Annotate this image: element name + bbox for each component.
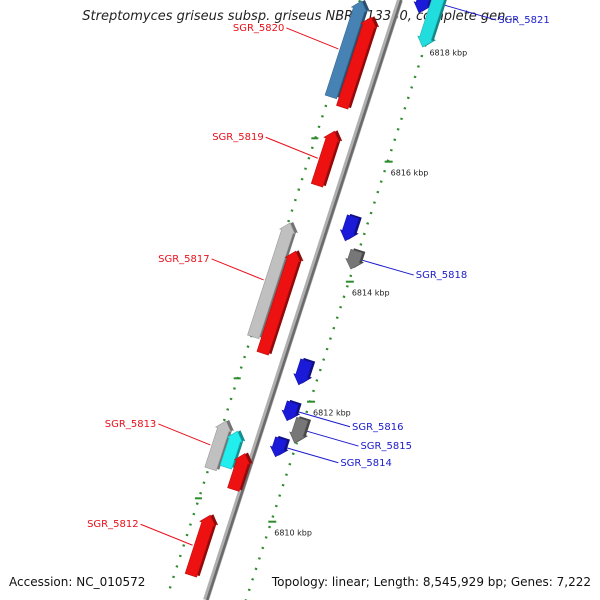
gene-arrow (413, 0, 431, 14)
gene-g-blue-5822b[interactable] (413, 0, 449, 14)
gene-SGR_5819[interactable] (310, 130, 343, 188)
chromosome-backbone (203, 0, 403, 600)
leader-SGR_5815 (306, 430, 359, 447)
gene-g-red-5817[interactable] (256, 250, 304, 356)
leader-SGR_5821 (444, 4, 497, 21)
backbone-shade (206, 0, 403, 600)
leader-SGR_5819 (265, 136, 318, 159)
gene-g-red-5813[interactable] (227, 452, 253, 492)
genome-summary-text: Topology: linear; Length: 8,545,929 bp; … (271, 575, 591, 589)
leader-SGR_5812 (140, 523, 193, 546)
gene-SGR_5816[interactable] (281, 399, 302, 422)
gene-arrow (256, 250, 302, 356)
scale-ticks: 6826 kbp6824 kbp6822 kbp6820 kbp6818 kbp… (194, 17, 467, 538)
gene-label-SGR_5816: SGR_5816 (352, 422, 404, 433)
gene-SGR_5818[interactable] (345, 248, 366, 270)
label-leader-lines (140, 4, 497, 546)
gene-arrow (219, 430, 243, 470)
gene-g-blue-5818[interactable] (339, 213, 362, 242)
scale-tick-label: 6810 kbp (274, 529, 312, 538)
gene-features (184, 0, 459, 578)
gene-arrow (269, 436, 288, 458)
gene-arrow (247, 222, 296, 340)
gene-label-SGR_5815: SGR_5815 (360, 441, 412, 452)
gene-arrow (293, 358, 313, 386)
gene-g-blue-5816a[interactable] (293, 357, 316, 386)
gene-label-SGR_5819: SGR_5819 (212, 132, 264, 143)
gene-SGR_5820[interactable] (324, 0, 370, 100)
gene-SGR_5817[interactable] (247, 221, 298, 340)
gene-arrow (324, 0, 368, 100)
diagram-title: Streptomyces griseus subsp. griseus NBRC… (82, 9, 518, 24)
scale-tick-label: 6814 kbp (352, 289, 390, 298)
gene-label-SGR_5812: SGR_5812 (87, 519, 139, 530)
gene-arrow (281, 400, 299, 422)
leader-SGR_5818 (361, 259, 414, 276)
gene-arrow (184, 514, 216, 578)
accession-text: Accession: NC_010572 (9, 575, 146, 589)
gene-arrow (310, 130, 340, 188)
leader-SGR_5814 (286, 447, 339, 464)
gene-label-SGR_5820: SGR_5820 (233, 23, 285, 34)
gene-SGR_5812[interactable] (184, 514, 219, 578)
leader-SGR_5813 (158, 423, 211, 446)
leader-SGR_5817 (211, 258, 264, 281)
gene-arrow (417, 0, 445, 48)
gene-SGR_5821[interactable] (417, 0, 459, 48)
gene-label-SGR_5814: SGR_5814 (340, 458, 392, 469)
scale-tick-label: 6818 kbp (429, 49, 467, 58)
gene-g-red-5820[interactable] (336, 16, 380, 110)
gene-SGR_5815[interactable] (289, 416, 312, 444)
gene-arrow (336, 16, 377, 110)
scale-tick-label: 6816 kbp (391, 169, 429, 178)
leader-SGR_5820 (286, 27, 339, 50)
gene-label-SGR_5813: SGR_5813 (105, 419, 157, 430)
leader-SGR_5816 (297, 411, 351, 428)
gene-arrow (339, 214, 360, 242)
gene-SGR_5813[interactable] (204, 419, 234, 472)
gene-labels: chpHSGR_5830SGR_5827SGR_tRNA59SGR_5826SG… (87, 15, 550, 530)
gene-arrow (227, 453, 251, 492)
gene-SGR_5814[interactable] (269, 435, 290, 458)
gene-g-cyan-5813[interactable] (219, 430, 246, 470)
scale-tick-label: 6812 kbp (313, 409, 351, 418)
gene-label-SGR_5821: SGR_5821 (498, 15, 550, 26)
gene-arrow (289, 416, 309, 444)
gene-arrow (345, 248, 363, 270)
gene-arrow (204, 420, 232, 472)
gene-label-SGR_5818: SGR_5818 (416, 270, 468, 281)
gene-label-SGR_5817: SGR_5817 (158, 254, 210, 265)
